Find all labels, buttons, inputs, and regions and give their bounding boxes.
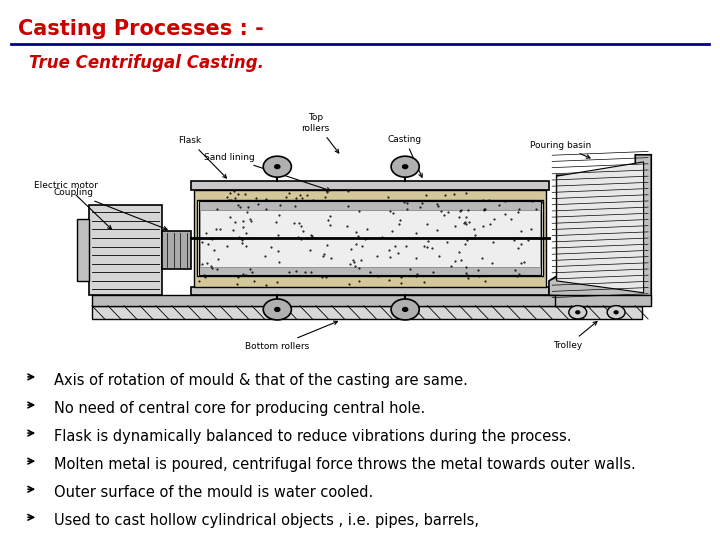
Circle shape [391,299,419,320]
Circle shape [275,165,280,168]
Bar [77,219,89,281]
Polygon shape [549,155,652,300]
Text: Axis of rotation of mould & that of the casting are same.: Axis of rotation of mould & that of the … [54,373,468,388]
Circle shape [275,308,280,312]
Text: Molten metal is poured, centrifugal force throws the metal towards outer walls.: Molten metal is poured, centrifugal forc… [54,457,636,472]
Text: True Centrifugal Casting.: True Centrifugal Casting. [29,54,264,72]
Text: Bottom rollers: Bottom rollers [246,321,338,350]
Bar [191,287,549,295]
Text: Coupling: Coupling [53,188,167,230]
Text: Sand lining: Sand lining [204,153,330,191]
Text: Outer surface of the mould is water cooled.: Outer surface of the mould is water cool… [54,485,373,500]
Text: Top
rollers: Top rollers [302,113,339,153]
Bar [555,295,652,306]
Circle shape [576,311,580,314]
Polygon shape [557,162,644,293]
Bar [197,200,543,276]
Text: Casting Processes : -: Casting Processes : - [18,19,264,39]
Text: Electric motor: Electric motor [35,181,112,229]
Bar [92,306,642,319]
Text: Pouring basin: Pouring basin [530,141,591,158]
Bar [92,295,642,306]
Text: Casting: Casting [388,134,422,177]
Bar [191,181,549,190]
Text: Trolley: Trolley [554,321,597,349]
Circle shape [391,156,419,177]
Circle shape [607,306,625,319]
Circle shape [264,156,292,177]
Bar [199,201,541,275]
Circle shape [614,311,618,314]
Bar [89,205,162,295]
Circle shape [569,306,587,319]
Text: Used to cast hollow cylindrical objects , i.e. pipes, barrels,: Used to cast hollow cylindrical objects … [54,513,479,528]
Text: Flask is dynamically balanced to reduce vibrations during the process.: Flask is dynamically balanced to reduce … [54,429,572,444]
Bar [194,190,546,287]
Text: No need of central core for producing central hole.: No need of central core for producing ce… [54,401,426,416]
Circle shape [402,308,408,312]
Circle shape [402,165,408,168]
Bar [162,231,191,269]
Bar [200,210,540,267]
Text: Flask: Flask [179,136,227,178]
Circle shape [264,299,292,320]
